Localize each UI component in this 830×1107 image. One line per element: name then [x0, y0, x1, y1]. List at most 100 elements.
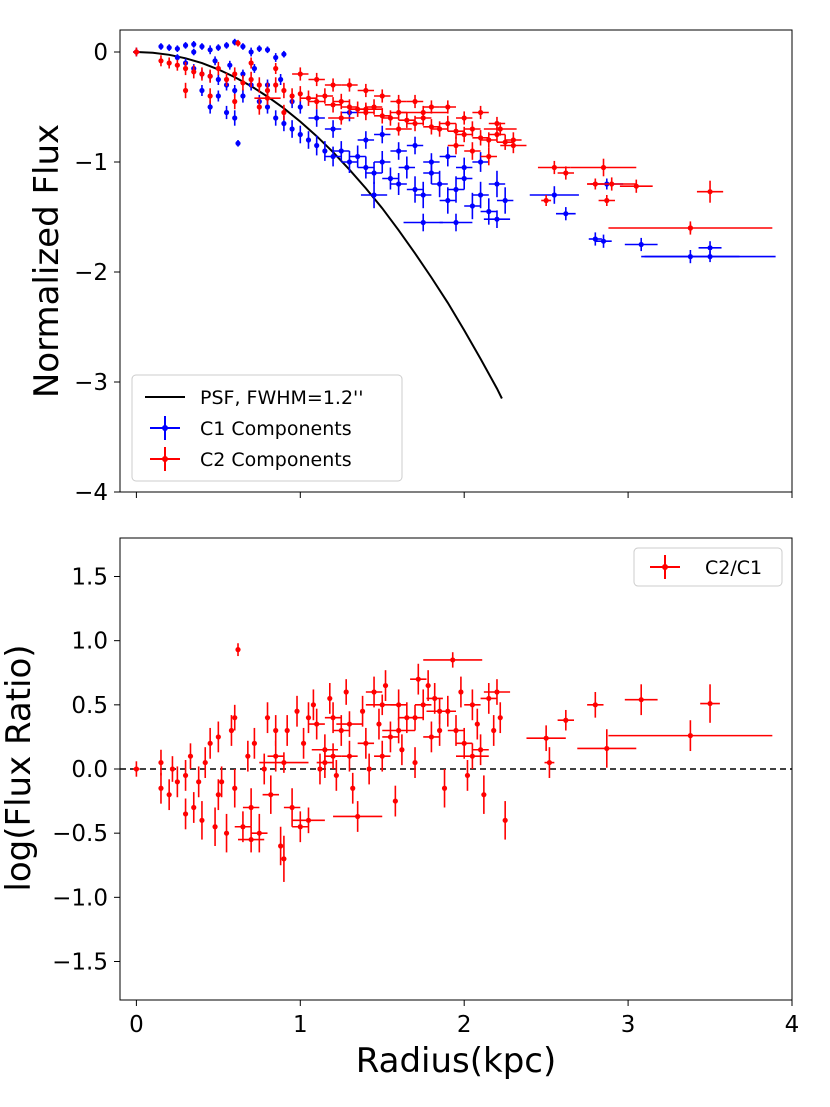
c2-point-38: [447, 123, 465, 139]
c2-point-32: [398, 112, 416, 128]
ratio-point-3: [166, 779, 172, 811]
c1-point-86: [456, 157, 473, 178]
ratio-point-75: [464, 689, 481, 721]
c2-point-12: [240, 75, 246, 91]
c1-point-77: [406, 136, 424, 155]
c1-point-88: [215, 90, 221, 102]
ratio-point-93: [238, 826, 265, 853]
c1-point-56: [464, 192, 481, 220]
c1-point-39: [324, 146, 342, 167]
ratio-point-49: [359, 695, 366, 727]
ratio-point-63: [415, 689, 432, 721]
y-tick-label-2: 0.5: [71, 693, 108, 719]
c2-point-41: [472, 130, 489, 146]
c2-point-16: [273, 77, 279, 93]
c1-point-49: [406, 176, 424, 203]
c2-point-80: [398, 105, 448, 120]
c2-point-9: [223, 72, 230, 87]
c2-point-13: [248, 71, 254, 88]
c2-point-51: [308, 72, 325, 87]
c1-point-48: [398, 156, 416, 179]
legend-c1-swatch: [150, 416, 180, 440]
ratio-point-45: [343, 679, 349, 705]
c2-point-55: [439, 100, 456, 114]
c2-point-70: [557, 166, 575, 180]
ratio-point-64: [425, 670, 431, 701]
c1-point-54: [447, 176, 465, 203]
bottom-legend-box: [633, 547, 783, 587]
y-tick-label-5: −1.0: [52, 885, 108, 911]
x-tick-labels: 0 1 2 3 4: [129, 1012, 799, 1038]
c1-point-60: [496, 187, 514, 214]
c1-point-32: [297, 125, 303, 144]
ratio-point-91: [700, 684, 720, 723]
legend-c2-swatch: [150, 447, 180, 471]
ratio-point-106: [426, 698, 453, 725]
c2-point-6: [199, 67, 205, 81]
c1-point-83: [357, 131, 375, 149]
c1-point-40: [333, 141, 350, 161]
c1-point-92: [278, 74, 284, 85]
ratio-point-7: [187, 743, 194, 769]
ratio-point-9: [196, 766, 202, 798]
c2-point-7: [207, 69, 213, 83]
c1-point-8: [215, 44, 221, 51]
c2-point-47: [207, 88, 213, 104]
c2-point-75: [587, 177, 637, 191]
c1-point-84: [390, 142, 407, 160]
c2-point-0: [133, 47, 140, 57]
ratio-point-31: [284, 715, 290, 746]
ratio-point-22: [242, 788, 260, 827]
c1-point-4: [182, 42, 189, 49]
ratio-point-96: [316, 747, 334, 778]
c2-point-3: [174, 59, 180, 71]
c2-point-14: [256, 77, 262, 93]
ratio-point-105: [336, 711, 363, 737]
c1-point-37: [314, 135, 320, 156]
ratio-point-48: [333, 801, 383, 832]
c1-point-35: [232, 110, 238, 126]
ratio-point-1: [158, 772, 164, 804]
ratio-point-62: [410, 663, 427, 695]
ratio-point-18: [232, 769, 238, 808]
ratio-point-100: [406, 704, 424, 731]
c2-point-53: [374, 89, 391, 103]
legend-ratio-label: C2/C1: [705, 557, 762, 579]
ratio-point-104: [182, 798, 189, 830]
c1-point-7: [207, 45, 213, 55]
ratio-point-98: [259, 752, 309, 773]
ratio-point-94: [273, 715, 279, 746]
c1-point-42: [349, 145, 366, 168]
c1-point-25: [240, 89, 246, 103]
c2-point-22: [316, 88, 334, 104]
c1-point-78: [439, 146, 456, 167]
c1-point-36: [305, 131, 312, 149]
c1-point-67: [588, 232, 602, 246]
c2-point-40: [464, 121, 481, 137]
c1-point-13: [256, 45, 262, 52]
ratio-point-11: [202, 747, 208, 778]
c2-point-83: [483, 122, 517, 136]
ratio-point-65: [423, 721, 440, 753]
ratio-point-59: [399, 734, 405, 766]
c1-point-76: [374, 125, 391, 144]
ratio-point-14: [215, 721, 221, 753]
ratio-point-25: [261, 753, 267, 785]
c2-point-2: [166, 57, 172, 69]
c1-point-11: [240, 43, 246, 50]
y-tick-label-4: −4: [74, 480, 108, 506]
c2-point-71: [541, 195, 552, 206]
c1-point-34: [223, 105, 230, 120]
c2-point-68: [480, 147, 497, 166]
ratio-point-46: [341, 740, 358, 772]
c2-point-66: [447, 136, 465, 155]
ratio-point-39: [317, 753, 323, 785]
ratio-point-103: [215, 779, 221, 811]
ratio-point-12: [207, 727, 213, 759]
top-panel: 0 −1 −2 −3 −4 Normalized Flux PSF, FWHM=1.2'…: [27, 29, 793, 506]
c1-point-79: [472, 152, 489, 172]
c1-point-61: [360, 181, 388, 209]
c2-point-76: [619, 179, 653, 193]
ratio-point-92: [232, 704, 238, 731]
c2-point-25: [341, 99, 358, 115]
